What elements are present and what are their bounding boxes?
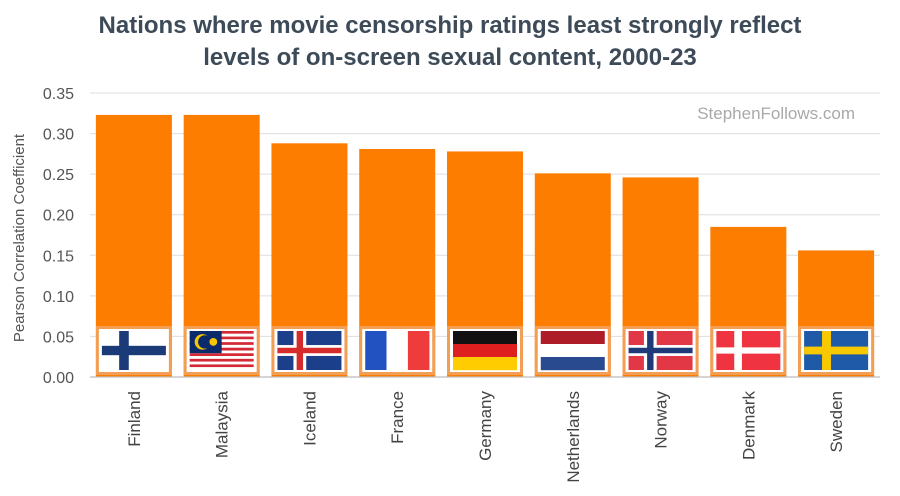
- x-tick-label: Netherlands: [564, 391, 583, 483]
- watermark: StephenFollows.com: [697, 104, 855, 123]
- x-tick-label: Norway: [652, 391, 671, 449]
- denmark-flag: [710, 326, 787, 375]
- chart-title-line-2: levels of on-screen sexual content, 2000…: [203, 44, 697, 71]
- x-tick-label: Finland: [125, 391, 144, 447]
- germany-flag: [447, 326, 523, 375]
- flags: [95, 326, 875, 375]
- x-axis-ticks: Finland Malaysia Iceland France Germany Nethe…: [125, 390, 846, 482]
- sweden-flag: [798, 326, 875, 375]
- y-axis-ticks: 0.00 0.05 0.10 0.15 0.20 0.25 0.30 0.35: [43, 86, 74, 387]
- iceland-flag: [271, 326, 348, 375]
- finland-flag: [95, 326, 172, 375]
- y-tick-label: 0.10: [43, 289, 74, 306]
- netherlands-flag: [534, 326, 611, 375]
- chart-title: Nations where movie censorship ratings l…: [0, 10, 900, 74]
- x-tick-label: France: [388, 391, 407, 444]
- y-tick-label: 0.25: [43, 167, 74, 184]
- x-tick-label: Sweden: [827, 391, 846, 452]
- france-flag: [359, 326, 436, 375]
- x-tick-label: Iceland: [300, 391, 319, 446]
- y-tick-label: 0.30: [43, 127, 74, 144]
- y-tick-label: 0.20: [43, 208, 74, 225]
- y-tick-label: 0.35: [43, 86, 74, 103]
- x-tick-label: Germany: [476, 391, 495, 461]
- chart-title-line-1: Nations where movie censorship ratings l…: [98, 12, 802, 39]
- malaysia-flag: [183, 326, 260, 375]
- y-axis-label: Pearson Correlation Coefficient: [11, 133, 28, 342]
- y-tick-label: 0.05: [43, 329, 74, 346]
- y-tick-label: 0.00: [43, 370, 74, 387]
- y-tick-label: 0.15: [43, 248, 74, 265]
- x-tick-label: Malaysia: [213, 390, 232, 458]
- norway-flag: [622, 326, 699, 375]
- x-tick-label: Denmark: [739, 391, 758, 460]
